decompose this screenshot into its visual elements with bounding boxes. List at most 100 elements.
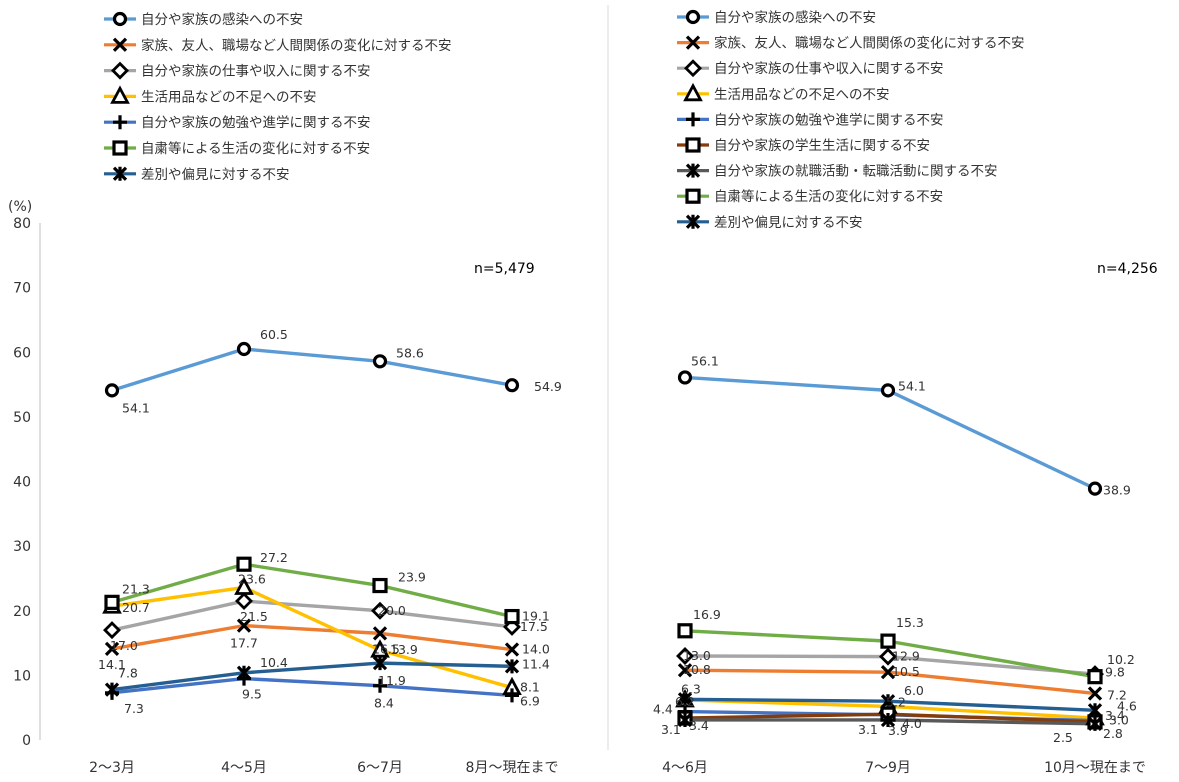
legend-marker bbox=[685, 163, 701, 178]
legend-marker bbox=[113, 115, 127, 130]
legend-label: 自分や家族の仕事や収入に関する不安 bbox=[141, 63, 371, 80]
data-point bbox=[880, 383, 896, 398]
data-label: 58.6 bbox=[396, 345, 424, 360]
data-point bbox=[372, 577, 388, 594]
series-line bbox=[111, 585, 513, 690]
legend-marker bbox=[112, 37, 128, 52]
data-label: 21.5 bbox=[240, 609, 268, 624]
data-point bbox=[505, 688, 519, 703]
x-tick-label: 4～6月 bbox=[662, 760, 708, 776]
data-label: 10.8 bbox=[683, 662, 711, 677]
data-point bbox=[677, 712, 693, 728]
series-line bbox=[111, 676, 513, 698]
data-point bbox=[676, 647, 694, 665]
x-tick-label: 8月～現在まで bbox=[466, 760, 559, 776]
legend-label: 自分や家族の学生生活に関する不安 bbox=[714, 137, 930, 154]
data-point bbox=[373, 678, 387, 693]
legend-entry: 自分や家族の仕事や収入に関する不安 bbox=[677, 59, 944, 77]
y-tick-label: 20 bbox=[13, 604, 31, 620]
legend-marker bbox=[685, 188, 701, 204]
data-label: 8.1 bbox=[520, 680, 540, 695]
data-point bbox=[234, 576, 254, 595]
y-tick-label: 60 bbox=[13, 345, 31, 361]
x-tick-label: 6～7月 bbox=[357, 760, 403, 776]
legend-label: 生活用品などの不足への不安 bbox=[714, 87, 890, 103]
data-label: 3.1 bbox=[661, 722, 681, 737]
data-point bbox=[236, 665, 252, 680]
data-label: 17.0 bbox=[110, 638, 138, 653]
data-point bbox=[879, 647, 897, 666]
axis-layer: 0 10 20 30 40 50 60 70 80(%) 2～3月 4～5月 6～7月 8月～現在まで 4… bbox=[8, 5, 1146, 776]
data-label: 21.3 bbox=[122, 581, 150, 596]
data-point bbox=[880, 712, 896, 728]
y-tick-label: 0 bbox=[22, 733, 31, 749]
data-label: 4.0 bbox=[902, 716, 922, 731]
data-label: 54.1 bbox=[898, 378, 926, 393]
data-point bbox=[504, 642, 520, 657]
data-label: 23.9 bbox=[398, 570, 426, 585]
data-label: 6.0 bbox=[904, 683, 924, 698]
data-point bbox=[504, 659, 520, 674]
data-label: 60.5 bbox=[260, 327, 288, 342]
data-label: 38.9 bbox=[1103, 483, 1131, 498]
legend-marker bbox=[110, 85, 130, 104]
legend-marker bbox=[683, 82, 703, 102]
data-label: 3.1 bbox=[858, 722, 878, 737]
legend-label: 生活用品などの不足への不安 bbox=[141, 89, 317, 105]
legend-label: 自分や家族の勉強や進学に関する不安 bbox=[714, 111, 944, 128]
legend-marker bbox=[685, 214, 701, 229]
data-label: 54.1 bbox=[122, 400, 150, 415]
legend-marker bbox=[686, 112, 700, 127]
legend-label: 自分や家族の勉強や進学に関する不安 bbox=[141, 114, 371, 131]
data-label: 27.2 bbox=[260, 550, 288, 565]
series-line bbox=[111, 347, 513, 393]
data-label: 4.6 bbox=[1117, 698, 1137, 713]
data-point bbox=[880, 694, 896, 709]
data-label: 3.0 bbox=[1109, 713, 1129, 728]
series-line bbox=[111, 661, 513, 692]
data-point bbox=[103, 621, 121, 640]
data-label: 3.4 bbox=[689, 718, 709, 733]
data-point bbox=[236, 556, 252, 572]
data-label: 7.2 bbox=[1107, 687, 1127, 702]
data-label: 13.0 bbox=[683, 648, 711, 663]
legend-label: 差別や偏見に対する不安 bbox=[714, 215, 863, 231]
data-label: 10.5 bbox=[892, 664, 920, 679]
series-line bbox=[111, 562, 513, 619]
legend-marker bbox=[111, 61, 129, 80]
data-label: 20.0 bbox=[378, 603, 406, 618]
data-label: 9.8 bbox=[1105, 665, 1125, 680]
legend-entry: 家族、友人、職場など人間関係の変化に対する不安 bbox=[677, 35, 1025, 52]
data-label: 3.9 bbox=[888, 723, 908, 738]
y-tick-label: 10 bbox=[13, 668, 31, 684]
legend-label: 自分や家族の仕事や収入に関する不安 bbox=[714, 60, 944, 77]
data-label: 56.1 bbox=[691, 353, 719, 368]
sample-size-label: n=4,256 bbox=[1097, 261, 1158, 277]
data-point bbox=[236, 341, 252, 357]
legend-entry: 自粛等による生活の変化に対する不安 bbox=[104, 140, 370, 157]
data-point bbox=[1087, 686, 1103, 701]
data-point bbox=[104, 383, 120, 398]
data-point bbox=[1087, 481, 1103, 496]
legend-label: 自粛等による生活の変化に対する不安 bbox=[714, 188, 943, 205]
data-point bbox=[104, 641, 120, 657]
data-point bbox=[503, 617, 521, 636]
legend-marker bbox=[112, 11, 128, 27]
legend-label: 自粛等による生活の変化に対する不安 bbox=[141, 140, 370, 157]
y-tick-label: 40 bbox=[13, 475, 31, 491]
data-label: 11.9 bbox=[378, 673, 406, 688]
data-label: 54.9 bbox=[534, 379, 562, 394]
y-tick-label: 30 bbox=[13, 539, 31, 555]
data-point bbox=[1087, 703, 1103, 718]
plot-layer bbox=[102, 341, 1105, 731]
x-tick-label: 4～5月 bbox=[221, 760, 267, 776]
data-label: 6.9 bbox=[520, 693, 540, 708]
legend-entry: 生活用品などの不足への不安 bbox=[104, 85, 317, 105]
data-label: 19.1 bbox=[522, 609, 550, 624]
data-point bbox=[677, 692, 693, 707]
legend-label: 差別や偏見に対する不安 bbox=[141, 167, 290, 183]
data-label: 23.6 bbox=[238, 571, 266, 586]
legend-marker bbox=[685, 9, 701, 25]
data-point bbox=[1087, 669, 1103, 685]
